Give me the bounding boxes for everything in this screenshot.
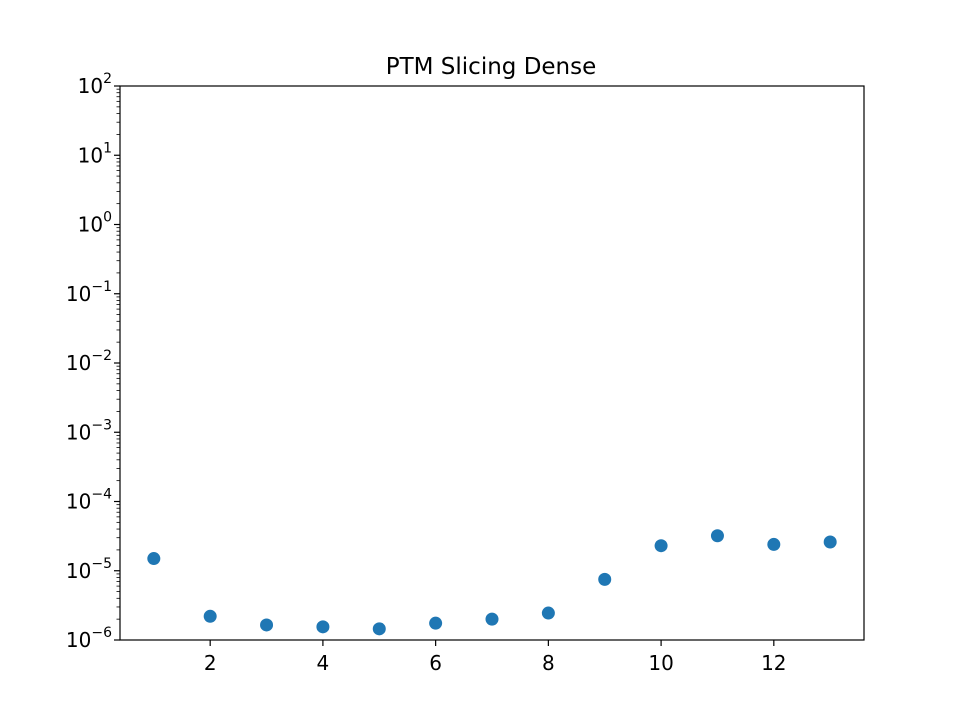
chart-title: PTM Slicing Dense bbox=[386, 54, 597, 80]
data-point bbox=[372, 622, 386, 636]
data-point bbox=[316, 620, 330, 634]
y-tick-label-exponent: 0 bbox=[103, 210, 112, 226]
y-tick-label: 10−1 bbox=[66, 279, 112, 306]
plot-frame bbox=[119, 85, 865, 641]
x-tick-label: 6 bbox=[429, 651, 442, 675]
y-tick-label-base: 10 bbox=[66, 282, 91, 306]
y-tick-label-base: 10 bbox=[78, 143, 103, 167]
y-tick-label-base: 10 bbox=[78, 74, 103, 98]
x-tick-label: 4 bbox=[317, 651, 330, 675]
data-point bbox=[429, 616, 443, 630]
x-tick-label: 8 bbox=[542, 651, 555, 675]
data-point bbox=[823, 535, 837, 549]
y-tick-label-base: 10 bbox=[66, 420, 91, 444]
y-tick-label-exponent: −4 bbox=[91, 487, 112, 503]
data-point bbox=[147, 552, 161, 566]
y-tick-label-exponent: −2 bbox=[91, 348, 112, 364]
data-point bbox=[598, 572, 612, 586]
y-tick-label-exponent: −1 bbox=[91, 279, 112, 295]
y-tick-label: 10−5 bbox=[66, 556, 112, 583]
y-tick-label: 102 bbox=[78, 71, 112, 98]
y-tick-label: 101 bbox=[78, 140, 112, 167]
y-tick-label-base: 10 bbox=[66, 351, 91, 375]
y-tick-label: 10−3 bbox=[66, 417, 112, 444]
data-point bbox=[203, 609, 217, 623]
data-point bbox=[260, 618, 274, 632]
data-point bbox=[541, 606, 555, 620]
y-tick-label-exponent: 2 bbox=[103, 71, 112, 87]
x-tick-label: 2 bbox=[204, 651, 217, 675]
data-point bbox=[485, 612, 499, 626]
y-tick-label-base: 10 bbox=[66, 490, 91, 514]
y-tick-label-base: 10 bbox=[66, 628, 91, 652]
data-point bbox=[710, 529, 724, 543]
data-point bbox=[654, 539, 668, 553]
y-tick-label-exponent: −5 bbox=[91, 556, 112, 572]
x-tick-label: 10 bbox=[648, 651, 673, 675]
y-tick-label-base: 10 bbox=[66, 559, 91, 583]
x-tick-label: 12 bbox=[761, 651, 786, 675]
y-tick-label-exponent: −3 bbox=[91, 417, 112, 433]
y-tick-label: 100 bbox=[78, 210, 112, 237]
y-tick-label: 10−2 bbox=[66, 348, 112, 375]
y-tick-label-exponent: −6 bbox=[91, 625, 112, 641]
data-points bbox=[147, 529, 837, 636]
y-tick-label: 10−4 bbox=[66, 487, 112, 514]
y-tick-label-exponent: 1 bbox=[103, 140, 112, 156]
axes: 2 4 6 8 10 1210−610−510−410−310−210−110010110… bbox=[66, 71, 787, 675]
data-point bbox=[767, 537, 781, 551]
y-tick-label-base: 10 bbox=[78, 213, 103, 237]
y-tick-label: 10−6 bbox=[66, 625, 112, 652]
